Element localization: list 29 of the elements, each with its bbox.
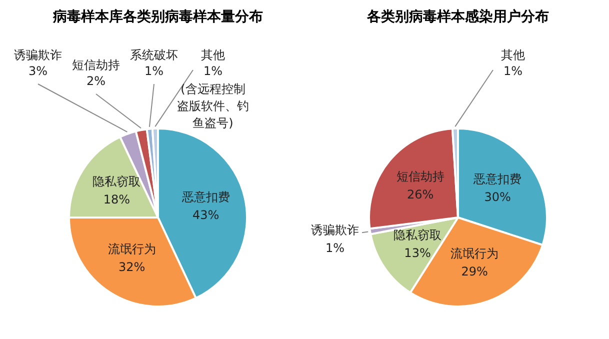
data-label: 30% — [484, 190, 511, 204]
data-label: 26% — [406, 187, 434, 202]
data-label: 1% — [144, 64, 164, 78]
slice-label: 其他 — [201, 48, 225, 62]
data-label: 1% — [503, 64, 523, 78]
slice-label: 其他 — [501, 48, 525, 62]
slice-label: 系统破坏 — [130, 48, 178, 62]
slice-label: 诱骗欺诈 — [311, 222, 359, 237]
slice-label: 恶意扣费 — [180, 190, 230, 204]
data-label: 1% — [325, 240, 345, 255]
data-label: 29% — [461, 264, 488, 279]
slice-label: 流氓行为 — [108, 242, 156, 256]
slice-label: 隐私窃取 — [394, 228, 442, 242]
data-label: 1% — [203, 64, 223, 78]
data-label: 2% — [86, 74, 106, 88]
chart-title: 各类别病毒样本感染用户分布 — [366, 8, 550, 26]
slice-label: 短信劫持 — [72, 58, 120, 72]
data-label: 3% — [28, 64, 48, 78]
chart-title: 病毒样本库各类别病毒样本量分布 — [52, 8, 264, 26]
data-label: 13% — [404, 246, 431, 260]
slice-label: 隐私窃取 — [92, 174, 141, 188]
text: (含远程控制盗版软件、钓鱼盗号) — [177, 82, 249, 130]
slice-label: 短信劫持 — [396, 169, 444, 184]
slice-label: 流氓行为 — [450, 246, 499, 261]
data-label: 43% — [192, 208, 220, 222]
data-label: 32% — [118, 260, 146, 274]
slice-label: 恶意扣费 — [472, 172, 522, 186]
slice-label: 诱骗欺诈 — [14, 48, 62, 62]
data-label: 18% — [103, 192, 130, 206]
